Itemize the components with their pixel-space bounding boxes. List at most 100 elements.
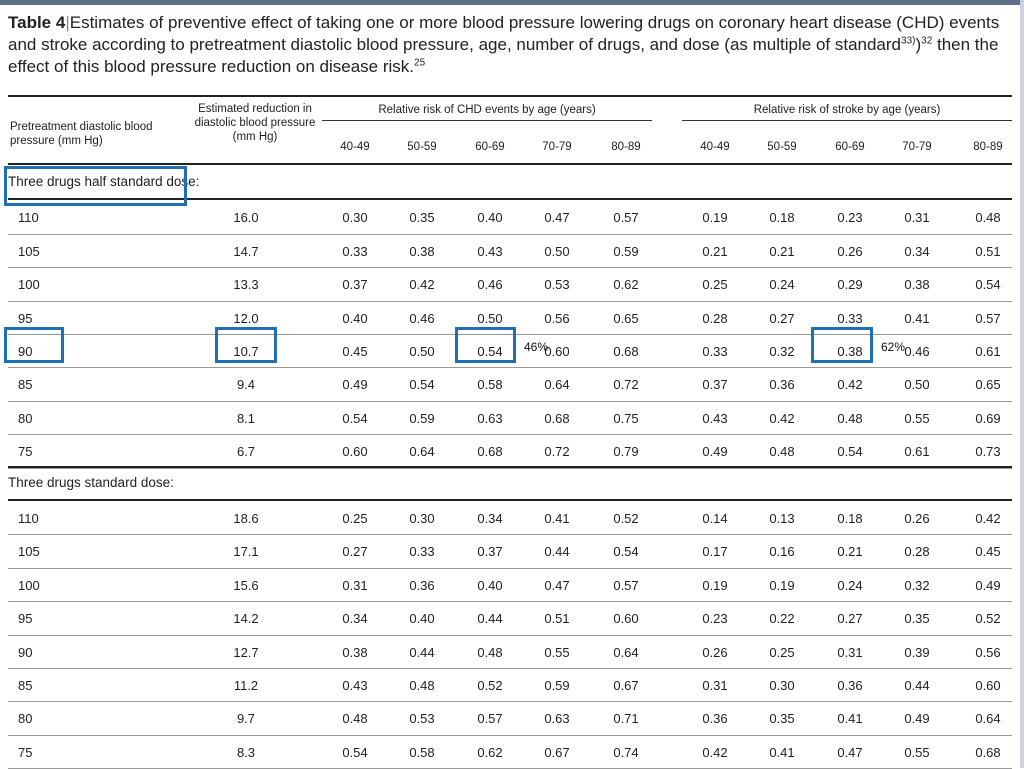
cell-chd-80-89: 0.64 <box>613 644 639 660</box>
cell-stroke-50-59: 0.22 <box>769 611 795 627</box>
cell-chd-60-69: 0.34 <box>477 511 503 526</box>
slide-right-bar <box>1020 0 1024 768</box>
cell-stroke-70-79: 0.28 <box>904 544 930 560</box>
caption-sup-1: 33) <box>901 35 916 47</box>
header-age-stroke: 60-69 <box>835 141 865 153</box>
cell-chd-80-89: 0.57 <box>613 210 639 226</box>
stroke-group-rule <box>682 120 1012 121</box>
cell-chd-60-69: 0.46 <box>477 277 503 293</box>
section-header-rule <box>8 198 1012 201</box>
chd-group-rule <box>322 120 652 121</box>
cell-chd-80-89: 0.68 <box>613 344 639 359</box>
slide-top-bar <box>0 0 1024 5</box>
cell-chd-50-59: 0.30 <box>409 511 435 526</box>
cell-stroke-70-79: 0.39 <box>904 644 930 660</box>
cell-chd-80-89: 0.67 <box>613 678 639 693</box>
cell-dbp: 100 <box>18 577 40 593</box>
cell-chd-80-89: 0.59 <box>613 243 639 259</box>
cell-chd-40-49: 0.60 <box>342 444 368 460</box>
header-chd-group: Relative risk of CHD events by age (year… <box>378 104 596 116</box>
cell-chd-40-49: 0.38 <box>342 644 368 660</box>
cell-stroke-70-79: 0.34 <box>904 243 930 259</box>
cell-chd-70-79: 0.41 <box>544 511 570 526</box>
cell-chd-60-69: 0.54 <box>477 344 503 359</box>
row-divider <box>8 233 1012 235</box>
cell-dbp: 80 <box>18 410 33 426</box>
cell-chd-70-79: 0.47 <box>544 210 570 226</box>
cell-chd-50-59: 0.58 <box>409 744 435 760</box>
caption-sup-3: 25 <box>414 57 426 69</box>
cell-chd-70-79: 0.55 <box>544 644 570 660</box>
cell-stroke-80-89: 0.49 <box>975 577 1001 593</box>
cell-stroke-80-89: 0.65 <box>975 377 1001 393</box>
cell-reduction: 17.1 <box>233 544 259 560</box>
header-reduction: Estimated reduction in diastolic blood p… <box>194 103 316 143</box>
cell-stroke-50-59: 0.21 <box>769 243 795 259</box>
cell-chd-50-59: 0.46 <box>409 310 435 326</box>
cell-stroke-80-89: 0.57 <box>975 310 1001 326</box>
caption-text-2: ) <box>915 35 922 54</box>
cell-chd-70-79: 0.59 <box>544 678 570 693</box>
cell-stroke-70-79: 0.41 <box>904 310 930 326</box>
cell-stroke-50-59: 0.32 <box>769 344 795 359</box>
cell-stroke-70-79: 0.44 <box>904 678 930 693</box>
row-divider <box>8 668 1012 669</box>
cell-stroke-70-79: 0.38 <box>904 277 930 293</box>
cell-chd-60-69: 0.40 <box>477 577 503 593</box>
cell-stroke-70-79: 0.49 <box>904 711 930 727</box>
cell-stroke-40-49: 0.17 <box>702 544 728 560</box>
cell-dbp: 110 <box>18 210 39 226</box>
cell-chd-40-49: 0.45 <box>342 344 368 359</box>
table-top-rule <box>8 95 1012 97</box>
header-age-chd: 70-79 <box>542 141 572 153</box>
caption-text-3: then the effect of this blood pressure r… <box>8 35 999 76</box>
cell-chd-70-79: 0.68 <box>544 410 570 426</box>
cell-stroke-40-49: 0.42 <box>702 744 728 760</box>
cell-chd-60-69: 0.43 <box>477 243 503 259</box>
highlight-box-section-title <box>4 166 187 206</box>
cell-stroke-50-59: 0.27 <box>769 310 795 326</box>
cell-chd-60-69: 0.48 <box>477 644 503 660</box>
cell-stroke-70-79: 0.31 <box>904 210 930 226</box>
cell-chd-70-79: 0.50 <box>544 243 570 259</box>
header-bottom-rule <box>8 163 1012 165</box>
cell-reduction: 12.0 <box>233 310 259 326</box>
cell-stroke-40-49: 0.21 <box>702 243 728 259</box>
cell-stroke-80-89: 0.51 <box>975 243 1001 259</box>
caption-separator: | <box>65 13 70 32</box>
header-age-chd: 50-59 <box>407 141 437 153</box>
cell-chd-70-79: 0.44 <box>544 544 570 560</box>
cell-stroke-60-69: 0.31 <box>837 644 863 660</box>
cell-chd-50-59: 0.50 <box>409 344 435 359</box>
cell-stroke-70-79: 0.32 <box>904 577 930 593</box>
cell-chd-40-49: 0.25 <box>342 511 368 526</box>
cell-reduction: 14.7 <box>233 243 259 259</box>
cell-stroke-80-89: 0.42 <box>975 511 1001 526</box>
row-divider <box>8 467 1012 469</box>
cell-stroke-80-89: 0.64 <box>975 711 1001 727</box>
cell-stroke-50-59: 0.16 <box>769 544 795 560</box>
cell-chd-50-59: 0.44 <box>409 644 435 660</box>
cell-stroke-60-69: 0.29 <box>837 277 863 293</box>
cell-reduction: 6.7 <box>236 444 256 460</box>
cell-stroke-50-59: 0.24 <box>769 277 795 293</box>
cell-stroke-50-59: 0.13 <box>769 511 795 526</box>
cell-stroke-40-49: 0.43 <box>702 410 728 426</box>
cell-stroke-60-69: 0.26 <box>837 243 863 259</box>
cell-chd-40-49: 0.27 <box>342 544 368 560</box>
cell-chd-50-59: 0.35 <box>409 210 435 226</box>
cell-chd-70-79: 0.72 <box>544 444 570 460</box>
cell-stroke-40-49: 0.28 <box>702 310 728 326</box>
cell-reduction: 18.6 <box>233 511 259 526</box>
cell-reduction: 8.1 <box>236 410 256 426</box>
cell-stroke-60-69: 0.48 <box>837 410 863 426</box>
cell-chd-40-49: 0.40 <box>342 310 368 326</box>
header-stroke-group: Relative risk of stroke by age (years) <box>753 104 941 116</box>
cell-chd-80-89: 0.72 <box>613 377 639 393</box>
row-divider <box>8 701 1012 703</box>
cell-stroke-60-69: 0.41 <box>837 711 863 727</box>
cell-stroke-50-59: 0.25 <box>769 644 795 660</box>
cell-chd-80-89: 0.75 <box>613 410 639 426</box>
cell-dbp: 75 <box>18 444 33 460</box>
section-header-rule <box>8 499 1012 501</box>
